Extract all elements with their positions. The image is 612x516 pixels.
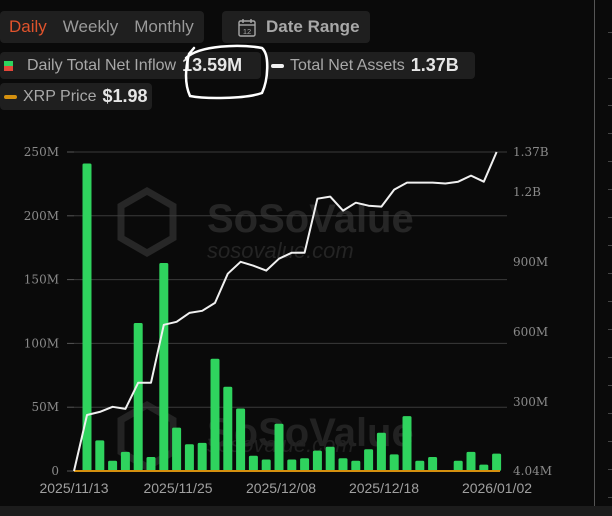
legend-price-value: $1.98 — [102, 86, 148, 106]
inflow-bar — [172, 427, 182, 471]
inflow-bar — [402, 416, 412, 471]
inflow-bar — [428, 456, 438, 471]
right-axis-tick: 4.04M — [513, 464, 552, 478]
right-axis-tick: 300M — [513, 395, 548, 409]
svg-text:12: 12 — [243, 27, 251, 36]
x-axis-tick: 2025/12/08 — [246, 480, 316, 496]
right-axis: 4.04M 300M 600M 900M 1.2B 1.37B — [513, 145, 552, 478]
inflow-bar — [274, 423, 284, 471]
left-axis-tick: 0 — [51, 464, 59, 478]
inflow-bar — [261, 459, 271, 471]
legend-assets-label: Total Net Assets — [290, 56, 405, 74]
panel-divider — [594, 0, 595, 506]
left-axis: 0 50M 100M 150M 200M 250M — [24, 145, 74, 478]
scroll-ruler[interactable] — [608, 0, 612, 506]
left-axis-tick: 100M — [24, 336, 59, 350]
inflow-bars — [82, 163, 502, 471]
watermark-brand: SoSoValue — [207, 197, 414, 241]
inflow-bar — [312, 450, 322, 471]
inflow-bar — [120, 451, 130, 471]
right-axis-tick: 900M — [513, 255, 548, 269]
left-axis-tick: 200M — [24, 209, 59, 223]
x-axis: 2025/11/13 2025/11/25 2025/12/08 2025/12/18… — [39, 480, 532, 496]
right-axis-tick: 1.2B — [513, 185, 541, 199]
left-axis-tick: 50M — [31, 400, 59, 414]
period-tabs: Daily Weekly Monthly — [0, 11, 204, 43]
inflow-bar — [146, 456, 156, 471]
inflow-bar — [376, 432, 386, 471]
assets-line — [73, 151, 498, 472]
inflow-bar — [351, 460, 361, 471]
inflow-bar — [453, 460, 463, 471]
tab-monthly[interactable]: Monthly — [134, 17, 194, 36]
tab-weekly[interactable]: Weekly — [62, 17, 119, 36]
legend-price-label: XRP Price — [23, 87, 97, 105]
inflow-bar — [133, 322, 143, 471]
inflow-bar — [389, 454, 399, 471]
legend-assets[interactable]: Total Net Assets 1.37B — [265, 52, 475, 79]
inflow-swatch-icon — [4, 60, 13, 71]
inflow-bar — [223, 386, 233, 471]
x-axis-tick: 2025/12/18 — [349, 480, 419, 496]
inflow-bar — [248, 455, 258, 471]
inflow-bar — [108, 460, 118, 471]
inflow-bar — [82, 163, 92, 471]
inflow-bar — [210, 358, 220, 471]
inflow-bar — [466, 451, 476, 471]
inflow-bar — [287, 459, 297, 471]
price-swatch-icon — [4, 94, 17, 99]
inflow-bar — [364, 449, 374, 471]
inflow-bar — [159, 263, 169, 471]
assets-swatch-icon — [271, 63, 284, 68]
inflow-bar — [415, 460, 425, 471]
legend-inflow-label: Daily Total Net Inflow — [27, 56, 177, 74]
right-axis-tick: 600M — [513, 325, 548, 339]
tab-daily[interactable]: Daily — [9, 17, 47, 36]
inflow-bar — [300, 458, 310, 471]
inflow-bar — [236, 408, 246, 471]
inflow-bar — [479, 464, 489, 471]
x-axis-tick: 2025/11/13 — [39, 480, 108, 496]
inflow-bar — [325, 446, 335, 471]
watermark-site: sosovalue.com — [207, 238, 354, 263]
inflow-bar — [95, 440, 105, 471]
left-axis-tick: 250M — [24, 145, 59, 159]
x-axis-tick: 2025/11/25 — [143, 480, 212, 496]
left-axis-tick: 150M — [24, 273, 59, 287]
inflow-bar — [197, 442, 207, 471]
x-axis-tick: 2026/01/02 — [462, 480, 532, 496]
grid-lines — [74, 151, 507, 408]
inflow-bar — [492, 453, 502, 471]
inflow-bar — [338, 458, 348, 471]
bottom-strip — [0, 506, 612, 516]
legend-price[interactable]: XRP Price $1.98 — [0, 83, 152, 110]
calendar-icon: 12 — [238, 18, 256, 37]
inflow-bar — [184, 444, 194, 471]
date-range-label: Date Range — [266, 17, 360, 36]
date-range-button[interactable]: 12 Date Range — [222, 11, 370, 43]
right-axis-tick: 1.37B — [513, 145, 549, 159]
legend-assets-value: 1.37B — [410, 55, 459, 75]
